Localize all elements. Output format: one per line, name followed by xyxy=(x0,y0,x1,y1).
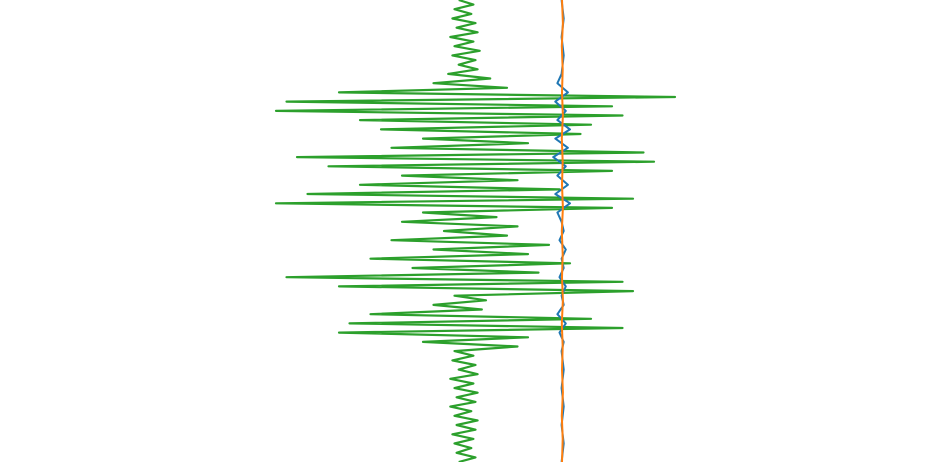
series-line-0 xyxy=(274,0,677,462)
plot-area xyxy=(274,0,677,462)
series-line-2 xyxy=(560,0,564,462)
